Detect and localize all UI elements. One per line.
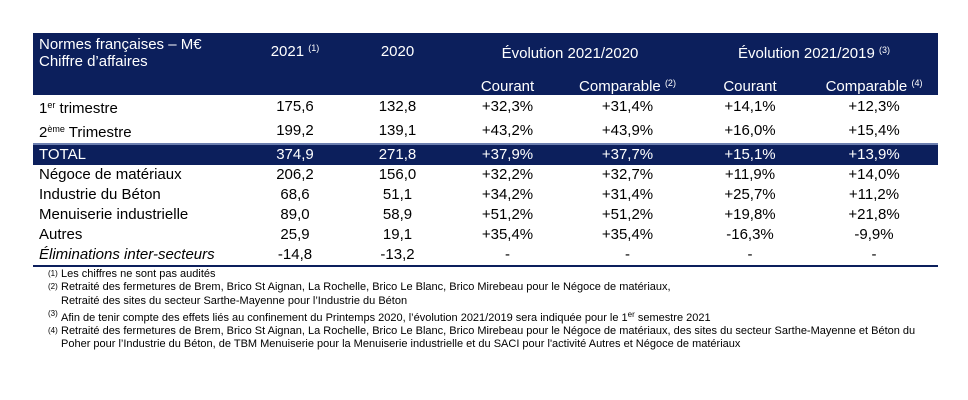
cell: 58,9: [382, 206, 413, 223]
cell: 25,9: [280, 226, 310, 243]
row-label: 1er trimestre: [39, 100, 118, 117]
footnotes: (1) Les chiffres ne sont pas audités (2) R…: [48, 268, 928, 352]
col-comparable-2020: Comparable (2): [579, 78, 676, 95]
table-row: Autres 25,9 19,1 +35,4% +35,4% -16,3% -9,9%: [33, 225, 938, 245]
cell: +31,4%: [601, 186, 654, 203]
footnote: (2) Retraité des fermetures de Brem, Bric…: [48, 281, 671, 307]
cell: -: [450, 245, 565, 267]
cell: +35,4%: [481, 226, 534, 243]
table-row: Éliminations inter-secteurs -14,8 -13,2- -…: [33, 245, 939, 267]
cell: +14,0%: [848, 166, 900, 183]
revenue-table: Normes françaises – M€ Chiffre d’affaires…: [33, 33, 939, 267]
cell: +15,4%: [848, 122, 900, 139]
row-label: Éliminations inter-secteurs: [33, 245, 245, 267]
row-label: Industrie du Béton: [39, 186, 161, 203]
cell: +11,9%: [724, 166, 776, 183]
cell: +43,9%: [601, 122, 654, 139]
cell: +37,7%: [565, 143, 690, 165]
cell: -: [565, 245, 690, 267]
total-row: TOTAL 374,9 271,8 +37,9% +37,7% +15,1% +13,9%: [33, 143, 939, 165]
row-label: Négoce de matériaux: [39, 166, 182, 183]
row-label: TOTAL: [33, 143, 245, 165]
col-evolution-2019: Évolution 2021/2019 (3): [738, 44, 890, 62]
table-row: Négoce de matériaux 206,2 156,0 +32,2% +32,…: [33, 165, 938, 185]
col-comparable-2019: Comparable (4): [825, 78, 923, 95]
col-courant-2019: Courant: [723, 78, 777, 95]
cell: +51,2%: [601, 206, 654, 223]
table-row: 1er trimestre 175,6 132,8 +32,3% +31,4% +14,…: [33, 95, 938, 119]
cell: +25,7%: [724, 186, 776, 203]
table-title: Normes françaises – M€ Chiffre d’affaires: [39, 36, 202, 70]
cell: 89,0: [280, 206, 310, 223]
cell: 156,0: [378, 166, 417, 183]
cell: +37,9%: [450, 143, 565, 165]
cell: +32,3%: [481, 98, 534, 115]
row-label: Menuiserie industrielle: [39, 206, 189, 223]
col-2020: 2020: [380, 43, 415, 60]
cell: +12,3%: [848, 98, 900, 115]
cell: 68,6: [280, 186, 310, 203]
cell: +21,8%: [848, 206, 900, 223]
cell: 199,2: [276, 122, 314, 139]
cell: +14,1%: [724, 98, 776, 115]
cell: +32,2%: [481, 166, 534, 183]
cell: +16,0%: [724, 122, 776, 139]
cell: 139,1: [378, 122, 417, 139]
cell: -: [690, 245, 810, 267]
col-2021: 2021 (1): [270, 43, 320, 60]
col-courant-2020: Courant: [480, 78, 535, 95]
table-row: Industrie du Béton 68,6 51,1 +34,2% +31,4% +…: [33, 185, 938, 205]
cell: 51,1: [382, 186, 413, 203]
cell: 271,8: [345, 143, 450, 165]
table-row: Menuiserie industrielle 89,0 58,9 +51,2% +5…: [33, 205, 938, 225]
row-label: Autres: [39, 226, 83, 243]
cell: 175,6: [276, 98, 314, 115]
cell: 19,1: [382, 226, 413, 243]
cell: -9,9%: [854, 226, 894, 243]
cell: +34,2%: [481, 186, 534, 203]
footnote: (4) Retraité des fermetures de Brem, Bric…: [48, 325, 916, 351]
cell: +31,4%: [601, 98, 654, 115]
cell: +15,1%: [690, 143, 810, 165]
cell: -14,8: [245, 245, 345, 267]
cell: -16,3%: [726, 226, 774, 243]
header-row: Normes françaises – M€ Chiffre d’affaires…: [33, 33, 939, 73]
cell: 132,8: [378, 98, 417, 115]
cell: +32,7%: [601, 166, 654, 183]
cell: +35,4%: [601, 226, 654, 243]
cell: 206,2: [276, 166, 314, 183]
cell: -13,2: [345, 245, 450, 267]
footnote: (1) Les chiffres ne sont pas audités: [48, 268, 216, 280]
cell: -: [810, 245, 939, 267]
footnote: (3) Afin de tenir compte des effets liés …: [48, 308, 711, 324]
row-label: 2ème Trimestre: [39, 124, 132, 141]
cell: +11,2%: [848, 186, 900, 203]
table-row: 2ème Trimestre 199,2 139,1 +43,2% +43,9% +16…: [33, 119, 938, 144]
cell: +13,9%: [810, 143, 939, 165]
cell: +51,2%: [481, 206, 534, 223]
cell: +19,8%: [724, 206, 776, 223]
cell: +43,2%: [481, 122, 534, 139]
col-evolution-2020: Évolution 2021/2020: [501, 44, 639, 62]
cell: 374,9: [245, 143, 345, 165]
